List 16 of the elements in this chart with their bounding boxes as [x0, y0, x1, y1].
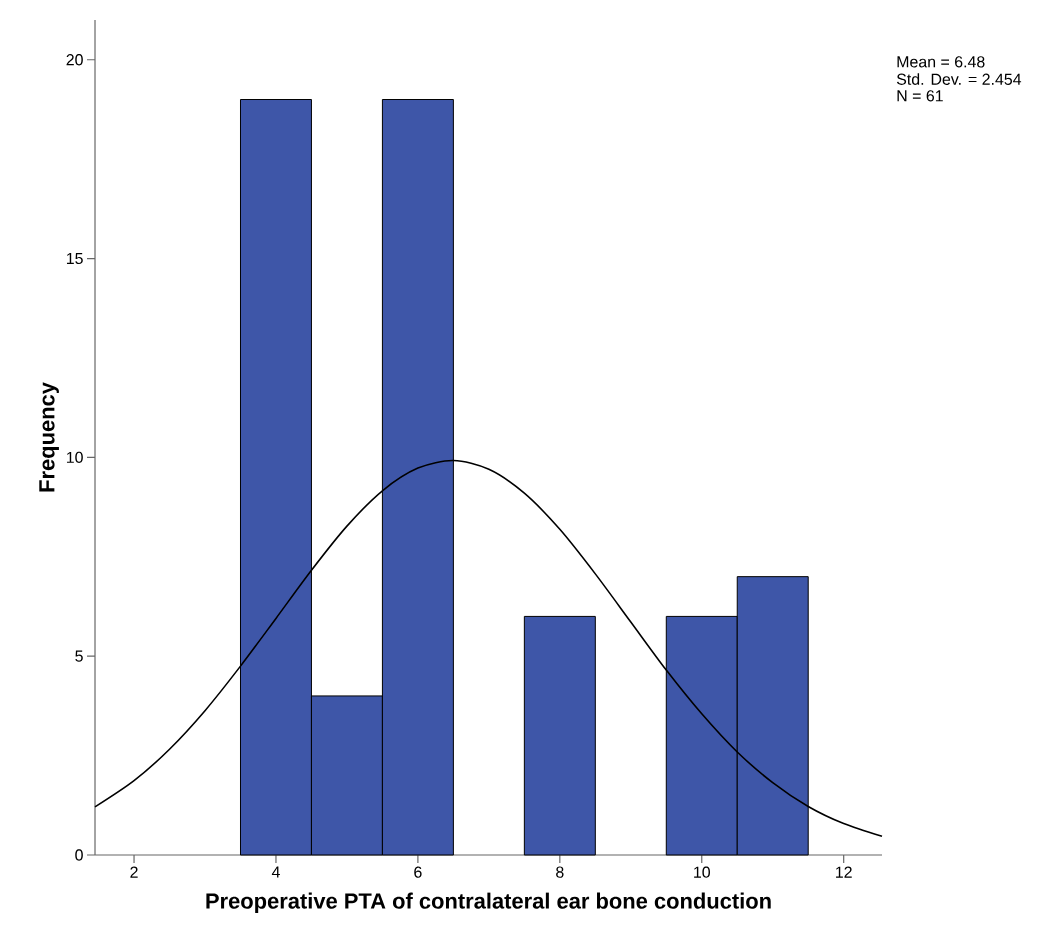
- x-tick-label: 2: [130, 866, 138, 878]
- x-tick-label: 12: [836, 866, 852, 878]
- y-tick-label: 20: [66, 54, 83, 66]
- x-tick-label: 4: [271, 866, 280, 878]
- x-tick-label: 10: [694, 866, 710, 878]
- x-tick-label: 6: [414, 866, 422, 878]
- y-tick-label: 15: [66, 252, 83, 265]
- y-tick-label: 10: [66, 451, 83, 464]
- text: Std. Dev. = 2.454: [896, 73, 1022, 85]
- y-tick-label: 0: [75, 849, 83, 861]
- y-tick-label: 5: [75, 650, 83, 662]
- y-axis-title: Frequency: [39, 382, 59, 492]
- x-tick-label: 8: [556, 866, 564, 878]
- text: Mean = 6.48: [897, 56, 985, 68]
- text: N = 61: [897, 90, 943, 102]
- x-axis-title: Preoperative PTA of contralateral ear bone conduction: [206, 892, 771, 914]
